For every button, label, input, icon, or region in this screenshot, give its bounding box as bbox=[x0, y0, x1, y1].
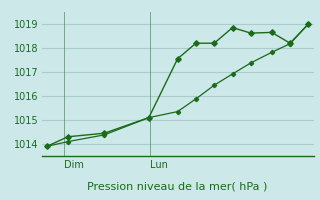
Text: Lun: Lun bbox=[150, 160, 168, 170]
Text: Pression niveau de la mer( hPa ): Pression niveau de la mer( hPa ) bbox=[87, 182, 268, 192]
Text: Dim: Dim bbox=[64, 160, 84, 170]
